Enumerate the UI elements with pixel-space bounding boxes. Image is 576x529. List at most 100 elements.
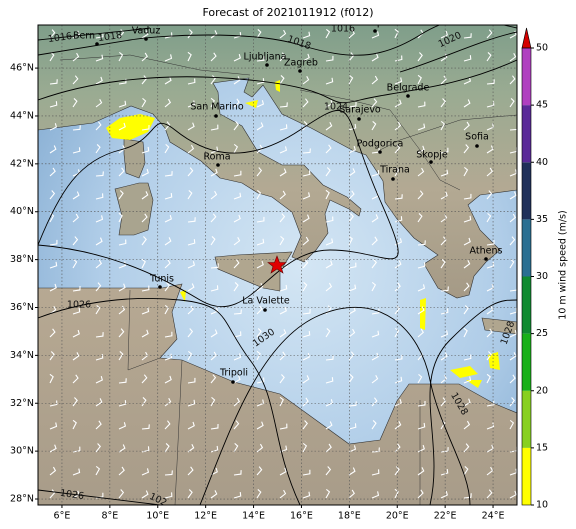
wind-barb	[371, 397, 378, 407]
wind-barb	[348, 467, 356, 476]
wind-barb	[256, 283, 264, 292]
wind-barb	[72, 419, 77, 430]
wind-barb	[394, 305, 401, 315]
wind-barb	[164, 32, 173, 39]
wind-barb	[187, 261, 196, 269]
wind-barb	[325, 99, 333, 108]
wind-barb	[141, 490, 149, 499]
wind-barb	[141, 30, 149, 39]
wind-barb	[302, 170, 311, 177]
wind-barb	[325, 421, 333, 430]
chart-title: Forecast of 2021011912 (f012)	[202, 6, 373, 19]
wind-barb	[49, 422, 58, 430]
city-dot	[298, 69, 302, 73]
wind-barb	[187, 51, 192, 62]
wind-barb	[325, 282, 333, 292]
y-tick-label: 32°N	[10, 398, 34, 409]
wind-barb	[141, 97, 147, 108]
wind-barb	[279, 190, 286, 200]
wind-barb	[371, 374, 379, 384]
wind-barb	[302, 469, 311, 476]
wind-barb	[440, 468, 449, 476]
wind-barb	[486, 351, 492, 361]
wind-barb	[256, 56, 265, 62]
wind-barb	[279, 146, 288, 154]
y-tick-label: 44°N	[10, 110, 34, 121]
wind-barb	[279, 102, 288, 108]
wind-barb	[463, 466, 469, 476]
city-dot	[263, 308, 267, 312]
y-tick-label: 40°N	[10, 206, 34, 217]
wind-barb	[118, 212, 123, 223]
wind-barb	[325, 443, 332, 453]
colorbar-segment	[522, 276, 531, 334]
city-dot	[214, 114, 218, 118]
wind-barb	[486, 306, 494, 315]
wind-barb	[486, 328, 493, 338]
wind-barb	[509, 191, 517, 200]
wind-barb	[463, 493, 472, 499]
wind-barb	[279, 467, 287, 476]
wind-barb	[118, 239, 127, 246]
wind-barb	[348, 74, 354, 85]
wind-barb	[325, 55, 334, 62]
wind-barb	[118, 100, 127, 108]
wind-barb	[49, 167, 56, 177]
wind-barb	[371, 53, 379, 62]
wind-barb	[72, 329, 80, 338]
city-label: Vaduz	[132, 26, 161, 37]
wind-barb	[302, 75, 310, 85]
wind-barb	[302, 397, 309, 407]
wind-barb	[233, 214, 241, 223]
wind-barb	[95, 282, 102, 292]
wind-barb	[210, 168, 218, 177]
wind-barb	[164, 331, 173, 338]
wind-barb	[325, 355, 334, 361]
wind-barb	[49, 239, 58, 246]
wind-barb	[371, 491, 380, 499]
y-tick-label: 42°N	[10, 158, 34, 169]
wind-barb	[463, 237, 471, 246]
wind-barb	[509, 258, 515, 269]
wind-barb	[486, 422, 495, 430]
wind-barb	[164, 353, 173, 361]
wind-barb	[509, 352, 517, 361]
wind-barb	[118, 167, 125, 177]
wind-barb	[486, 466, 494, 476]
city-dot	[231, 380, 235, 384]
wind-barb	[256, 260, 264, 269]
wind-barb	[348, 328, 356, 338]
wind-barb	[210, 374, 217, 384]
wind-barb	[49, 351, 55, 361]
land	[123, 138, 146, 179]
wind-barb	[509, 490, 517, 499]
wind-barb	[486, 489, 493, 499]
wind-barb	[371, 308, 380, 315]
wind-barb	[486, 239, 495, 246]
wind-barb	[210, 236, 216, 246]
wind-barb	[164, 397, 172, 407]
wind-barb	[95, 332, 104, 338]
wind-barb	[486, 79, 495, 85]
wind-barb	[486, 373, 491, 384]
wind-barb	[49, 328, 56, 338]
colorbar-tick-label: 40	[536, 157, 548, 168]
wind-barb	[463, 215, 472, 223]
wind-barb	[187, 444, 195, 453]
wind-barb	[210, 75, 216, 85]
wind-barb	[210, 329, 218, 338]
wind-barb	[279, 396, 284, 407]
wind-barb	[440, 147, 449, 154]
wind-barb	[463, 420, 471, 430]
wind-barb	[187, 399, 196, 407]
wind-barb	[49, 123, 58, 131]
wind-barb	[256, 29, 262, 39]
x-tick-label: 6°E	[54, 511, 71, 522]
borders	[59, 54, 517, 505]
wind-barb	[302, 31, 311, 39]
map-frame	[37, 24, 518, 506]
colorbar-segment	[522, 48, 531, 106]
location-star	[267, 255, 287, 274]
wind-barb	[210, 467, 218, 476]
wind-barb	[279, 423, 288, 430]
